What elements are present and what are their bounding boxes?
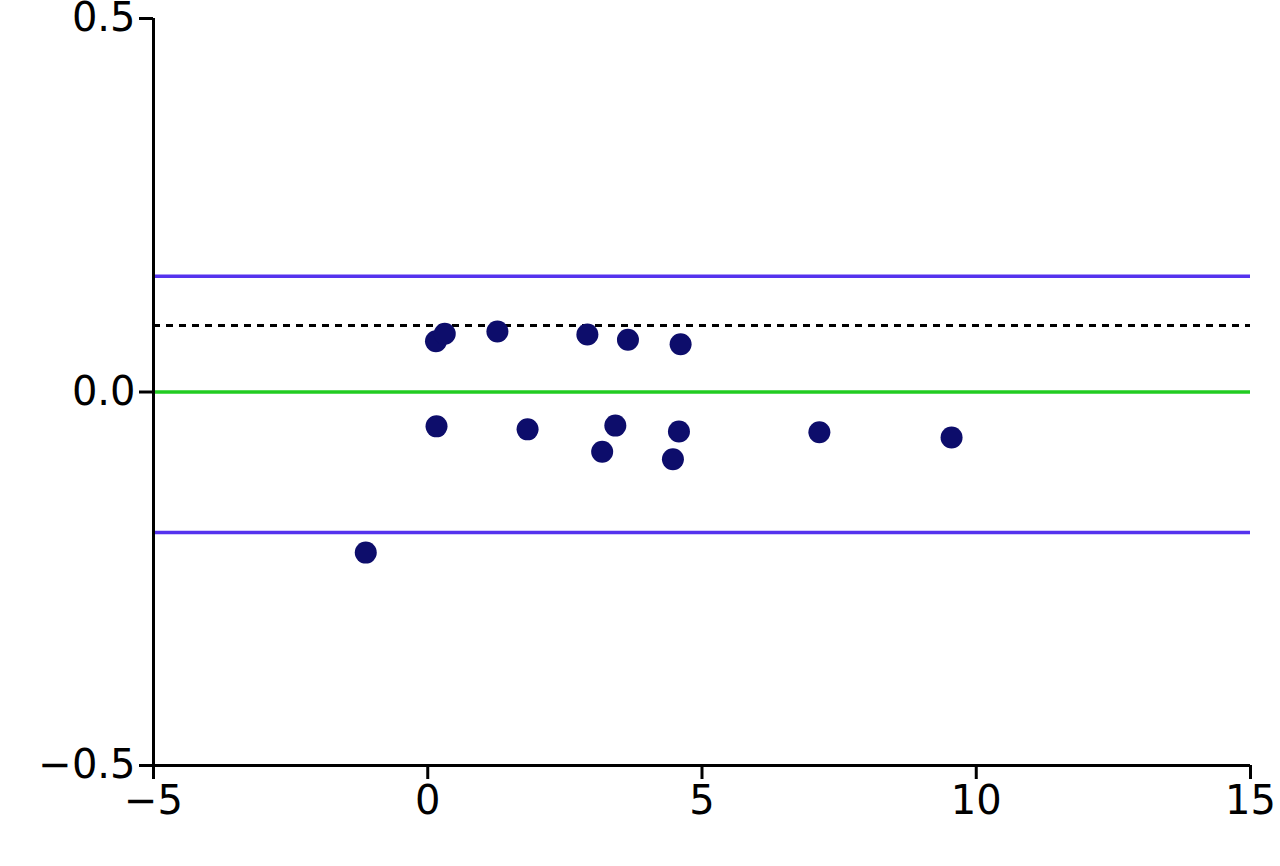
svg-text:0.0: 0.0 [72,368,136,414]
svg-text:0.5: 0.5 [72,0,136,40]
svg-text:5: 5 [689,777,714,823]
svg-text:−0.5: −0.5 [38,741,135,787]
svg-text:−5: −5 [124,776,183,823]
svg-text:10: 10 [951,777,1002,823]
svg-text:15: 15 [1225,777,1276,823]
svg-text:0: 0 [415,777,440,823]
